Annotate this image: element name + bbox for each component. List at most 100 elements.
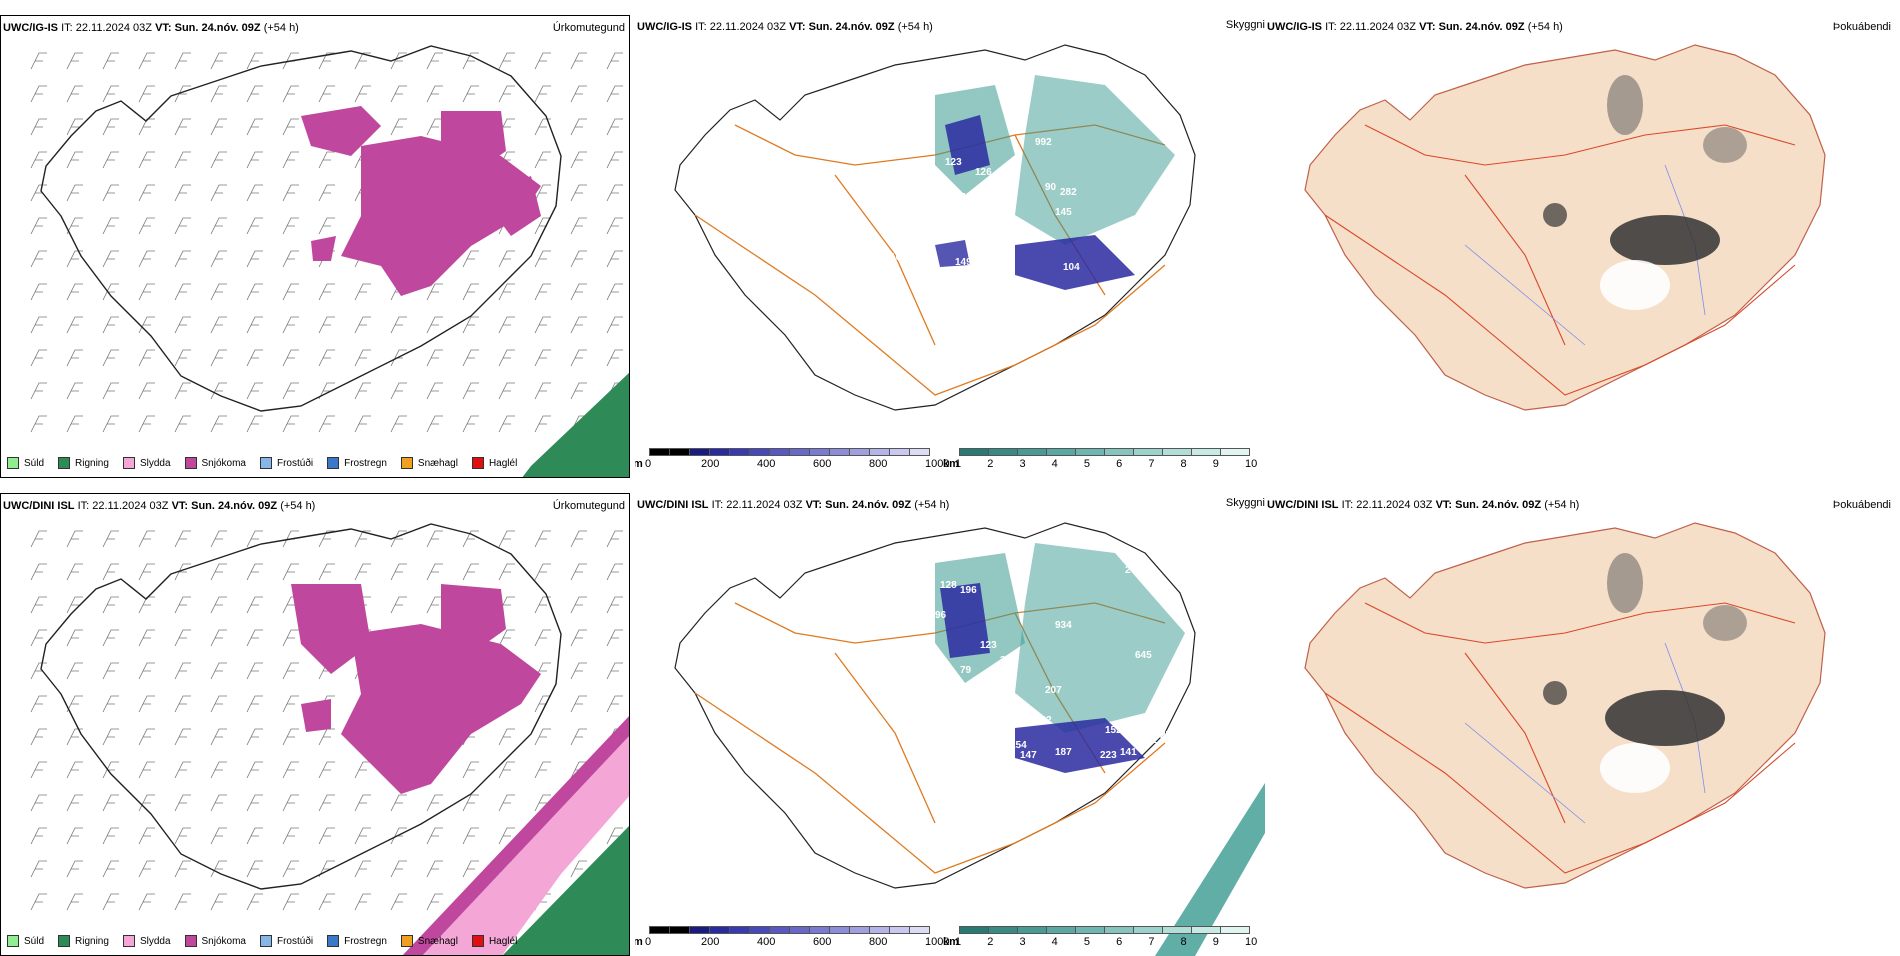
visibility-value-label: 187 (1055, 747, 1072, 758)
legend-swatch (184, 457, 197, 469)
wind-barb (318, 530, 335, 548)
legend-item: Rigning (58, 935, 109, 947)
visibility-value-label: 73 (960, 192, 972, 203)
wind-barb (282, 860, 299, 878)
iceland-outline (674, 44, 1196, 411)
panel-title: Úrkomutegund (552, 500, 625, 512)
colorbar-segment (689, 448, 710, 456)
wind-barb (66, 217, 83, 235)
visibility-value-label: 106 (890, 252, 907, 263)
wind-barb (354, 283, 371, 301)
wind-barb (30, 530, 47, 548)
legend-item: Súld (7, 935, 44, 947)
wind-barb (210, 184, 227, 202)
legend-label: Frostregn (344, 457, 387, 469)
precip-legend: Súld Rigning Slydda Snjókoma Frostúði Frostre… (7, 457, 517, 469)
wind-barb (138, 217, 155, 235)
wind-barb (66, 662, 83, 680)
wind-barb (66, 250, 83, 268)
wind-barb (462, 794, 479, 812)
wind-barb (426, 860, 443, 878)
wind-barb (30, 151, 47, 169)
wind-barb (606, 596, 623, 614)
legend-swatch (327, 457, 340, 469)
visibility-value-labels: 106 149 158 104 126 73 483 145 203 992 90 282 141 123… (880, 137, 1152, 273)
wind-barb (174, 629, 191, 647)
wind-barb (498, 530, 515, 548)
legend-item: Rigning (58, 457, 109, 469)
colorbar-segment (829, 926, 850, 934)
wind-barb (282, 283, 299, 301)
wind-barb (138, 893, 155, 911)
wind-barb (246, 52, 263, 70)
wind-barb (210, 118, 227, 136)
wind-barb (138, 629, 155, 647)
wind-barb (30, 596, 47, 614)
wind-barb (426, 530, 443, 548)
wind-barb (246, 827, 263, 845)
wind-barb (426, 827, 443, 845)
wind-barb (30, 85, 47, 103)
colorbar-segment (1162, 926, 1192, 934)
colorbar-segment (769, 448, 790, 456)
wind-barb (570, 52, 587, 70)
wind-barb (426, 563, 443, 581)
wind-barb (426, 118, 443, 136)
legend-swatch (58, 935, 71, 947)
wind-barb (318, 52, 335, 70)
colorbar-unit: m (635, 936, 643, 948)
visibility-value-label: 232 (1035, 715, 1052, 726)
legend-swatch (259, 935, 272, 947)
legend-label: Súld (24, 457, 45, 469)
visibility-value-label: 123 (945, 157, 962, 168)
wind-barb (534, 151, 551, 169)
legend-label: Rigning (75, 457, 109, 469)
legend-swatch (471, 457, 484, 469)
wind-barb (282, 316, 299, 334)
wind-barb (210, 250, 227, 268)
wind-barb (174, 52, 191, 70)
wind-barb (66, 860, 83, 878)
wind-barb (138, 860, 155, 878)
wind-barb (318, 85, 335, 103)
snow-coastal-band (402, 716, 629, 955)
wind-barb (174, 596, 191, 614)
wind-barb (318, 893, 335, 911)
colorbar-segment (1046, 448, 1076, 456)
wind-barb (102, 349, 119, 367)
wind-barb (246, 184, 263, 202)
wind-barb (210, 794, 227, 812)
legend-swatch (184, 935, 197, 947)
wind-barb (174, 893, 191, 911)
wind-barb (30, 695, 47, 713)
wind-barb (210, 629, 227, 647)
wind-barb (498, 761, 515, 779)
low-visibility-areas (935, 75, 1175, 290)
legend-item: Snæhagl (400, 935, 458, 947)
colorbar-segment (959, 448, 989, 456)
sleet-area (422, 736, 629, 955)
wind-barb (570, 563, 587, 581)
colorbar-segment (709, 926, 730, 934)
wind-barb (210, 596, 227, 614)
wind-barb (282, 662, 299, 680)
legend-item: Slydda (122, 935, 171, 947)
wind-barb (606, 184, 623, 202)
visibility-value-label: 141 (1135, 257, 1152, 268)
header: UWC/IG-IS IT: 22.11.2024 03Z VT: Sun. 24… (3, 22, 299, 34)
wind-barb (210, 563, 227, 581)
wind-barb (498, 563, 515, 581)
colorbar-tick: 10 (1245, 458, 1258, 470)
wind-barb (66, 695, 83, 713)
legend-label: Snjókoma (201, 457, 246, 469)
wind-barb (282, 728, 299, 746)
wind-barb (462, 415, 479, 433)
colorbar-segment (849, 448, 870, 456)
header: UWC/DINI ISL IT: 22.11.2024 03Z VT: Sun.… (3, 500, 316, 512)
wind-barb (102, 415, 119, 433)
wind-barb (210, 316, 227, 334)
wind-barb (606, 695, 623, 713)
wind-barb (426, 794, 443, 812)
wind-barb (570, 728, 587, 746)
wind-barb (606, 349, 623, 367)
